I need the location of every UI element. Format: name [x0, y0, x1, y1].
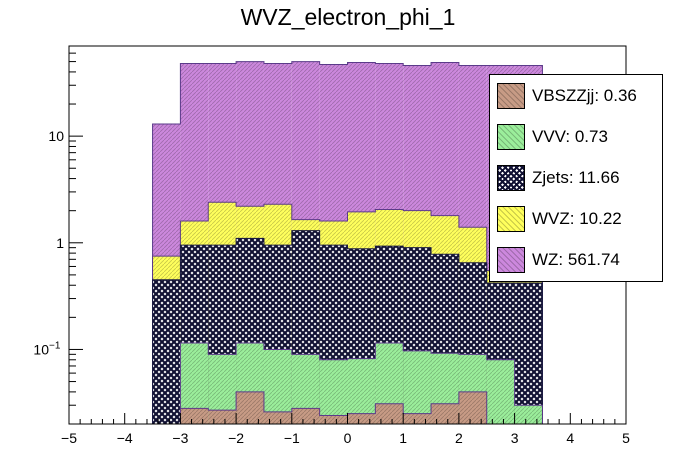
bar-hatch-vbszzjj-5: [291, 408, 320, 424]
bar-hatch-vvv-7: [347, 358, 376, 424]
outline-wz: [152, 61, 543, 424]
bar-zjets-13: [514, 282, 543, 424]
x-axis: −5 −4 −3 −2 −1 0 1 2 3 4 5: [61, 413, 630, 446]
legend-swatch-vbszzjj: [497, 83, 525, 109]
bar-hatch-vvv-13: [514, 405, 543, 424]
bar-zjets-0: [152, 279, 181, 424]
bar-hatch-vbszzjj-4: [263, 411, 292, 424]
legend-entry-zjets: Zjets: 11.66: [490, 158, 662, 198]
bar-hatch-vbszzjj-8: [375, 403, 404, 424]
legend-label-vbszzjj: VBSZZjj: 0.36: [532, 86, 637, 105]
legend-entry-vbszzjj: VBSZZjj: 0.36: [490, 76, 662, 116]
legend-label-wz: WZ: 561.74: [532, 250, 620, 269]
x-tick-label: 2: [455, 430, 463, 446]
legend: VBSZZjj: 0.36 VVV: 0.73 Zjets: 11.66 WVZ: 1…: [489, 74, 663, 282]
bar-hatch-vbszzjj-1: [180, 408, 209, 424]
x-tick-label: 5: [622, 430, 630, 446]
bar-hatch-vbszzjj-2: [208, 410, 237, 424]
bar-hatch-vbszzjj-9: [403, 413, 432, 424]
x-tick-label: −5: [61, 430, 77, 446]
x-tick-label: −4: [117, 430, 133, 446]
outline-wvz: [152, 201, 543, 424]
histogram-stack: [152, 61, 543, 425]
y-tick-label-exponent: −1: [49, 340, 61, 351]
bar-hatch-vvv-9: [403, 350, 432, 424]
y-tick-label-base: 10: [33, 341, 49, 357]
bar-hatch-vbszzjj-11: [458, 391, 487, 424]
legend-label-vvv: VVV: 0.73: [532, 127, 608, 146]
x-tick-label: −3: [172, 430, 188, 446]
y-tick-label: 1: [56, 235, 64, 251]
legend-label-wvz: WVZ: 10.22: [532, 209, 622, 228]
bar-hatch-vbszzjj-6: [319, 415, 348, 424]
x-tick-label: 0: [344, 430, 352, 446]
bar-hatch-vbszzjj-3: [236, 391, 264, 424]
bar-hatch-vbszzjj-7: [347, 413, 376, 424]
y-tick-label: 10: [48, 128, 64, 144]
legend-entry-vvv: VVV: 0.73: [490, 117, 662, 157]
legend-swatch-zjets: [497, 165, 525, 191]
x-tick-label: −2: [228, 430, 244, 446]
bar-hatch-vvv-12: [486, 359, 515, 424]
legend-label-zjets: Zjets: 11.66: [532, 168, 620, 187]
legend-swatch-wvz: [497, 206, 525, 232]
x-tick-label: 4: [566, 430, 574, 446]
legend-entry-wz: WZ: 561.74: [490, 240, 662, 280]
legend-entry-wvz: WVZ: 10.22: [490, 199, 662, 239]
x-tick-label: 1: [399, 430, 407, 446]
legend-swatch-vvv: [497, 124, 525, 150]
x-tick-label: −1: [284, 430, 300, 446]
chart-title: WVZ_electron_phi_1: [240, 4, 456, 30]
legend-swatch-wz: [497, 247, 525, 273]
bar-hatch-vvv-6: [319, 359, 348, 424]
outline-zjets: [152, 230, 543, 424]
y-tick-label-exp: 10 −1: [33, 340, 60, 357]
x-tick-label: 3: [511, 430, 519, 446]
bar-hatch-vbszzjj-10: [431, 403, 459, 424]
outline-vvv: [152, 342, 543, 425]
